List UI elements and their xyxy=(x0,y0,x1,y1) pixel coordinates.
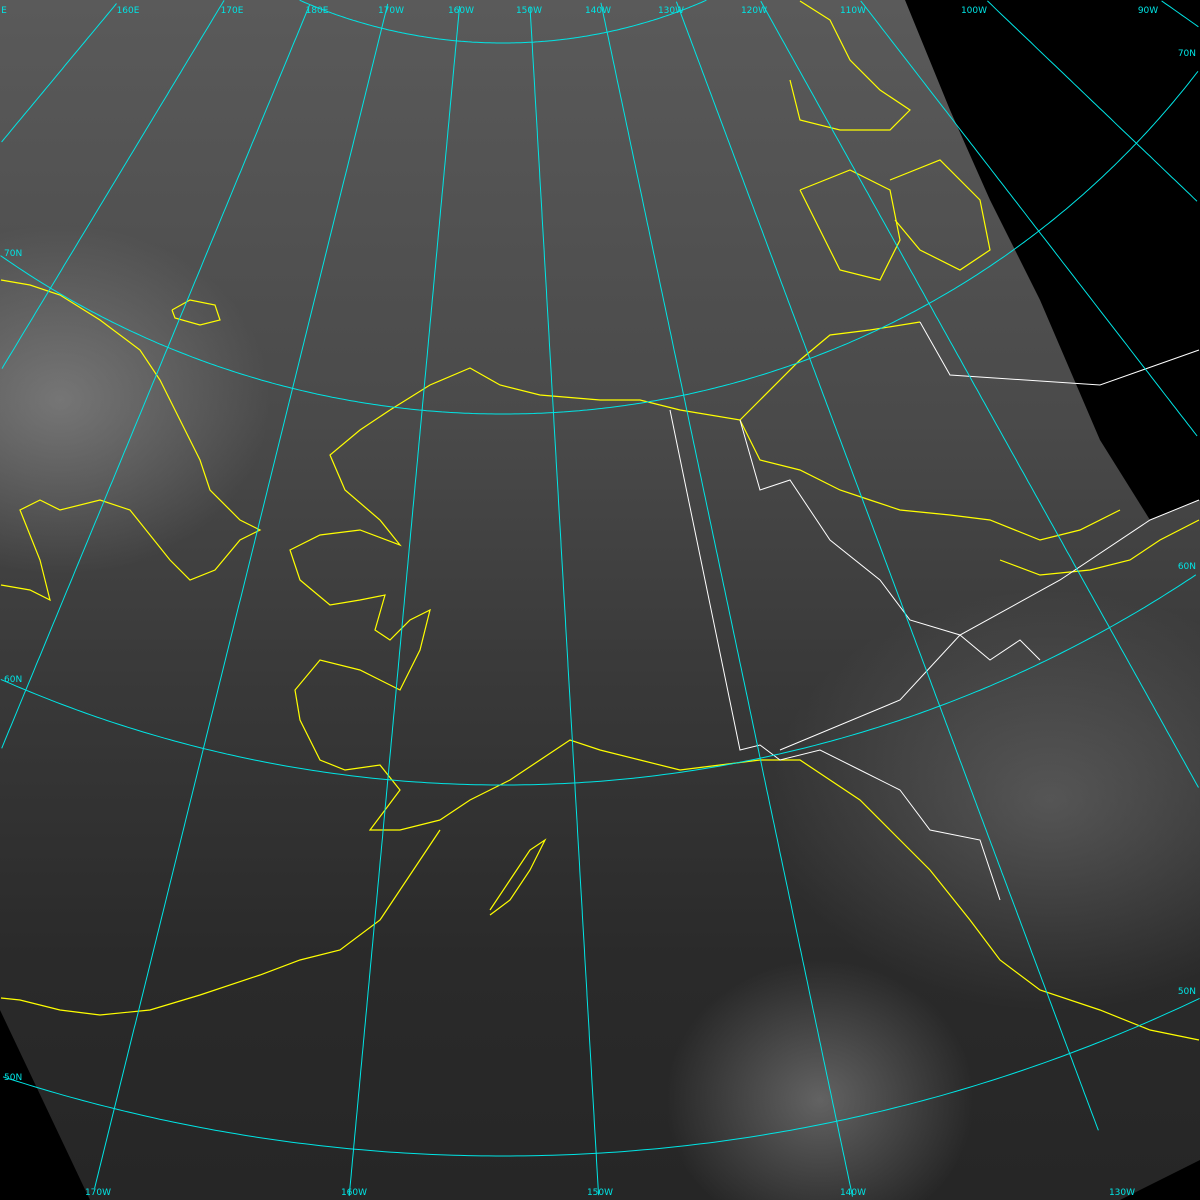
parallel-line xyxy=(0,70,1199,415)
meridian-line xyxy=(1161,0,1199,28)
graticule-label: 160W xyxy=(341,1188,367,1198)
coastline-islands-3 xyxy=(789,0,911,131)
graticule-label: 140W xyxy=(840,1188,866,1198)
graticule-label: 140W xyxy=(585,6,611,16)
coastlines xyxy=(0,0,1200,1041)
graticule-label: 60N xyxy=(4,675,22,685)
graticule-label: 180E xyxy=(306,6,329,16)
border-nwt xyxy=(739,419,1041,661)
coastline-alaska-west xyxy=(289,409,441,831)
coastline-hudson xyxy=(999,519,1200,576)
nodata-bottom-left xyxy=(0,1010,90,1200)
meridian-line xyxy=(1,3,117,143)
coastline-islands-2 xyxy=(889,159,991,271)
meridian-line xyxy=(1,4,311,749)
meridian-line xyxy=(860,0,1198,437)
us-canada-border xyxy=(669,321,1200,901)
graticule-label: 100W xyxy=(961,6,987,16)
meridian-line xyxy=(1,0,225,369)
parallel-line xyxy=(2,997,1200,1157)
meridian-line xyxy=(94,3,389,1189)
coastline-kodiak xyxy=(489,838,547,916)
graticule-label: 160W xyxy=(448,6,474,16)
graticule-label: 70N xyxy=(4,249,22,259)
coastline-alaska-south xyxy=(439,739,1200,1041)
meridian-line xyxy=(675,1,1099,1131)
border-territories xyxy=(919,321,1200,386)
nodata-top-right xyxy=(905,0,1200,520)
graticule-label: 170E xyxy=(221,6,244,16)
nodata-bottom-right xyxy=(1120,1160,1200,1200)
parallel-line xyxy=(299,0,707,44)
border-alaska-yukon xyxy=(669,409,1001,901)
parallel-line xyxy=(0,574,1197,786)
meridian-line xyxy=(987,0,1198,202)
coastline-alaska-north xyxy=(389,321,921,421)
coastline-alaska-peninsula xyxy=(0,829,441,1016)
meridian-line xyxy=(348,5,461,1196)
graticule-label: 130W xyxy=(1109,1188,1135,1198)
graticule-label: 160E xyxy=(117,6,140,16)
coastline-chukotka xyxy=(0,279,262,602)
coastline-wrangel xyxy=(171,299,221,326)
graticule-label: 120W xyxy=(741,6,767,16)
graticule-label: 90W xyxy=(1138,6,1158,16)
graticule-label: E xyxy=(1,6,7,16)
graticule-label: 110W xyxy=(840,6,866,16)
border-provinces xyxy=(779,499,1200,751)
graticule-label: 50N xyxy=(4,1073,22,1083)
meridian-line xyxy=(600,2,853,1197)
graticule-label: 150W xyxy=(587,1188,613,1198)
graticule-labels: E 160E 170E 180E 170W 160W 150W 140W 130W 120W 110… xyxy=(1,6,1196,1198)
graticule-label: 170W xyxy=(85,1188,111,1198)
graticule-label: 150W xyxy=(516,6,542,16)
graticule-label: 70N xyxy=(1178,49,1196,59)
meridian-line xyxy=(529,7,600,1196)
graticule-label: 60N xyxy=(1178,562,1196,572)
graticule-label: 170W xyxy=(378,6,404,16)
meridian-line xyxy=(760,0,1199,788)
graticule-label: 50N xyxy=(1178,987,1196,997)
graticule-label: 130W xyxy=(658,6,684,16)
coastline-canada-arctic xyxy=(739,419,1121,541)
